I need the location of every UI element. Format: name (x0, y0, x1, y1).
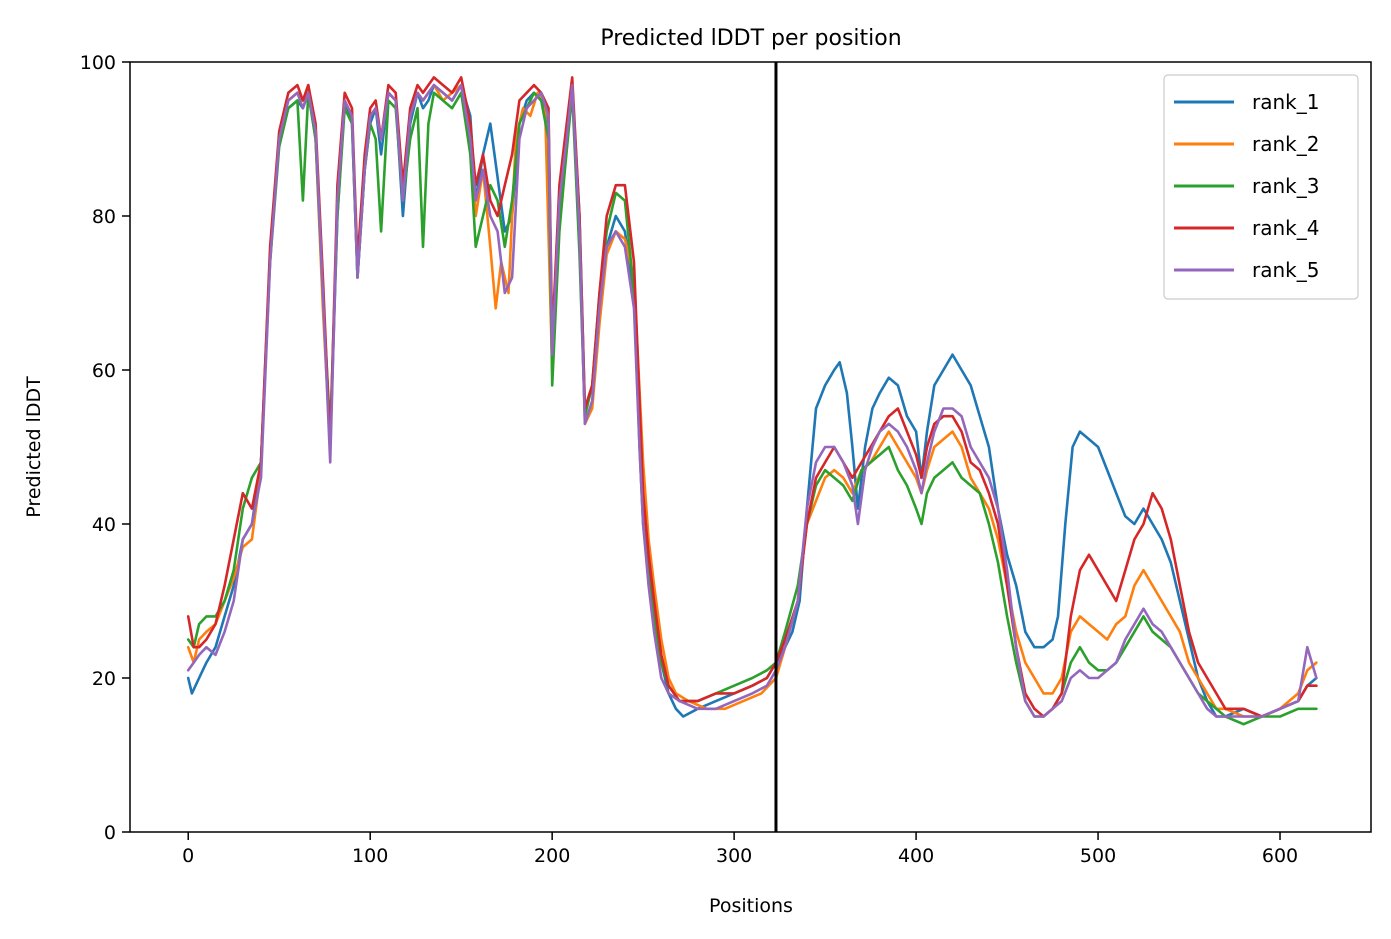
chart-title: Predicted lDDT per position (600, 26, 901, 51)
x-tick-label: 500 (1080, 845, 1116, 867)
series-line-rank_5 (186, 83, 1318, 718)
y-tick-label: 100 (80, 52, 116, 74)
x-axis: 0 100 200 300 400 500 600 (182, 832, 1298, 867)
y-axis: 0 20 40 60 80 100 (80, 52, 130, 844)
y-tick-label: 40 (92, 514, 116, 536)
x-tick-label: 300 (716, 845, 752, 867)
legend-label-rank_4: rank_4 (1252, 216, 1319, 240)
legend-label-rank_5: rank_5 (1252, 258, 1319, 282)
plot-frame (129, 61, 1372, 833)
x-tick-label: 200 (534, 845, 570, 867)
y-tick-label: 80 (92, 206, 116, 228)
x-tick-label: 100 (352, 845, 388, 867)
x-tick-label: 0 (182, 845, 194, 867)
x-tick-label: 600 (1262, 845, 1298, 867)
y-tick-label: 0 (104, 822, 116, 844)
series-layer (186, 76, 1318, 726)
legend-label-rank_2: rank_2 (1252, 132, 1319, 156)
x-axis-label: Positions (709, 895, 793, 917)
y-tick-label: 60 (92, 360, 116, 382)
y-axis-label: Predicted lDDT (23, 376, 45, 518)
legend-box (1163, 74, 1359, 300)
legend-label-rank_1: rank_1 (1252, 90, 1319, 114)
legend: rank_1 rank_2 rank_3 rank_4 rank_5 (1163, 74, 1359, 300)
x-tick-label: 400 (898, 845, 934, 867)
y-tick-label: 20 (92, 668, 116, 690)
legend-label-rank_3: rank_3 (1252, 174, 1319, 198)
